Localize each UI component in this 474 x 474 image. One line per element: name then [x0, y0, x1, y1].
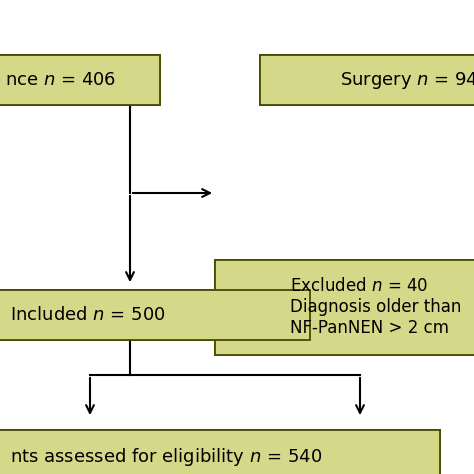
Text: nce $n$ = 406: nce $n$ = 406	[5, 71, 116, 89]
FancyBboxPatch shape	[0, 430, 440, 474]
Text: Excluded $n$ = 40
Diagnosis older than
NF-PanNEN > 2 cm: Excluded $n$ = 40 Diagnosis older than N…	[290, 277, 461, 337]
FancyBboxPatch shape	[215, 260, 474, 355]
Text: Included $n$ = 500: Included $n$ = 500	[10, 306, 165, 324]
FancyBboxPatch shape	[260, 55, 474, 105]
FancyBboxPatch shape	[260, 55, 474, 105]
FancyBboxPatch shape	[0, 55, 160, 105]
Text: Surgery $n$ = 94: Surgery $n$ = 94	[340, 70, 474, 91]
Text: Surgery $n$ = 94: Surgery $n$ = 94	[340, 70, 474, 91]
Text: Included $n$ = 500: Included $n$ = 500	[10, 306, 165, 324]
FancyBboxPatch shape	[0, 55, 160, 105]
FancyBboxPatch shape	[215, 260, 474, 355]
Text: nce $n$ = 406: nce $n$ = 406	[5, 71, 116, 89]
Text: nts assessed for eligibility $n$ = 540: nts assessed for eligibility $n$ = 540	[10, 446, 322, 468]
FancyBboxPatch shape	[0, 290, 310, 340]
Text: nts assessed for eligibility $n$ = 540: nts assessed for eligibility $n$ = 540	[10, 446, 322, 468]
Text: Excluded $n$ = 40
Diagnosis older than
NF-PanNEN > 2 cm: Excluded $n$ = 40 Diagnosis older than N…	[290, 277, 461, 337]
FancyBboxPatch shape	[0, 290, 310, 340]
FancyBboxPatch shape	[0, 430, 440, 474]
